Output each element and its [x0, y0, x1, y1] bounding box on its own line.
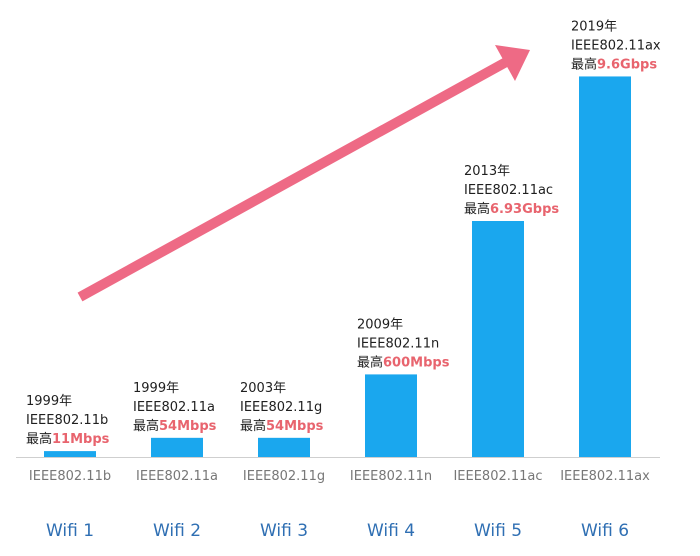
x-tick-label: IEEE802.11ac — [453, 469, 542, 484]
generation-label: Wifi 5 — [474, 521, 522, 541]
generation-labels: Wifi 1 Wifi 2 Wifi 3 Wifi 4 Wifi 5 Wifi 6 — [46, 521, 629, 541]
bar-4 — [365, 374, 417, 457]
generation-label: Wifi 3 — [260, 521, 308, 541]
annotation-max-prefix: 最高 — [133, 418, 159, 434]
annotation-max-speed: 最高54Mbps — [240, 418, 324, 434]
bars — [44, 76, 631, 457]
generation-label: Wifi 2 — [153, 521, 201, 541]
annotation-max-speed-value: 11Mbps — [52, 432, 110, 447]
trend-arrow — [77, 45, 530, 302]
annotation-max-prefix: 最高 — [464, 201, 490, 217]
annotation-max-speed: 最高600Mbps — [357, 354, 450, 370]
bar-annotations: 1999年IEEE802.11b最高11Mbps1999年IEEE802.11a… — [26, 19, 661, 447]
annotation-standard: IEEE802.11n — [357, 336, 439, 351]
annotation-max-speed: 最高54Mbps — [133, 418, 217, 434]
annotation-year: 2013年 — [464, 164, 510, 179]
annotation-max-speed-value: 9.6Gbps — [597, 57, 657, 72]
x-tick-label: IEEE802.11n — [350, 469, 432, 484]
bar-2 — [151, 437, 203, 457]
x-tick-label: IEEE802.11a — [136, 469, 218, 484]
x-tick-labels: IEEE802.11b IEEE802.11a IEEE802.11g IEEE802… — [29, 469, 650, 484]
bar-5 — [472, 221, 524, 457]
trend-arrow-shaft — [77, 56, 511, 302]
bar-1 — [44, 451, 96, 457]
annotation-standard: IEEE802.11a — [133, 400, 215, 415]
x-tick-label: IEEE802.11g — [243, 469, 325, 484]
annotation-max-prefix: 最高 — [240, 418, 266, 434]
annotation-max-speed: 最高9.6Gbps — [571, 56, 657, 72]
annotation-year: 1999年 — [133, 381, 179, 396]
bar-3 — [258, 437, 310, 457]
annotation-year: 2003年 — [240, 381, 286, 396]
annotation-year: 1999年 — [26, 394, 72, 409]
generation-label: Wifi 4 — [367, 521, 415, 541]
x-tick-label: IEEE802.11b — [29, 469, 111, 484]
annotation-max-speed-value: 600Mbps — [383, 355, 450, 370]
bar-6 — [579, 76, 631, 457]
annotation-year: 2009年 — [357, 317, 403, 332]
trend-arrow-head — [495, 45, 530, 81]
annotation-max-prefix: 最高 — [571, 56, 597, 72]
annotation-standard: IEEE802.11ax — [571, 38, 661, 53]
annotation-year: 2019年 — [571, 19, 617, 34]
annotation-max-prefix: 最高 — [357, 354, 383, 370]
annotation-standard: IEEE802.11g — [240, 400, 322, 415]
generation-label: Wifi 1 — [46, 521, 94, 541]
annotation-max-speed-value: 6.93Gbps — [490, 202, 559, 217]
annotation-standard: IEEE802.11ac — [464, 183, 553, 198]
annotation-max-speed-value: 54Mbps — [266, 419, 324, 434]
annotation-standard: IEEE802.11b — [26, 413, 108, 428]
annotation-max-prefix: 最高 — [26, 431, 52, 447]
generation-label: Wifi 6 — [581, 521, 629, 541]
annotation-max-speed-value: 54Mbps — [159, 419, 217, 434]
annotation-max-speed: 最高11Mbps — [26, 431, 110, 447]
annotation-max-speed: 最高6.93Gbps — [464, 201, 559, 217]
x-tick-label: IEEE802.11ax — [560, 469, 650, 484]
